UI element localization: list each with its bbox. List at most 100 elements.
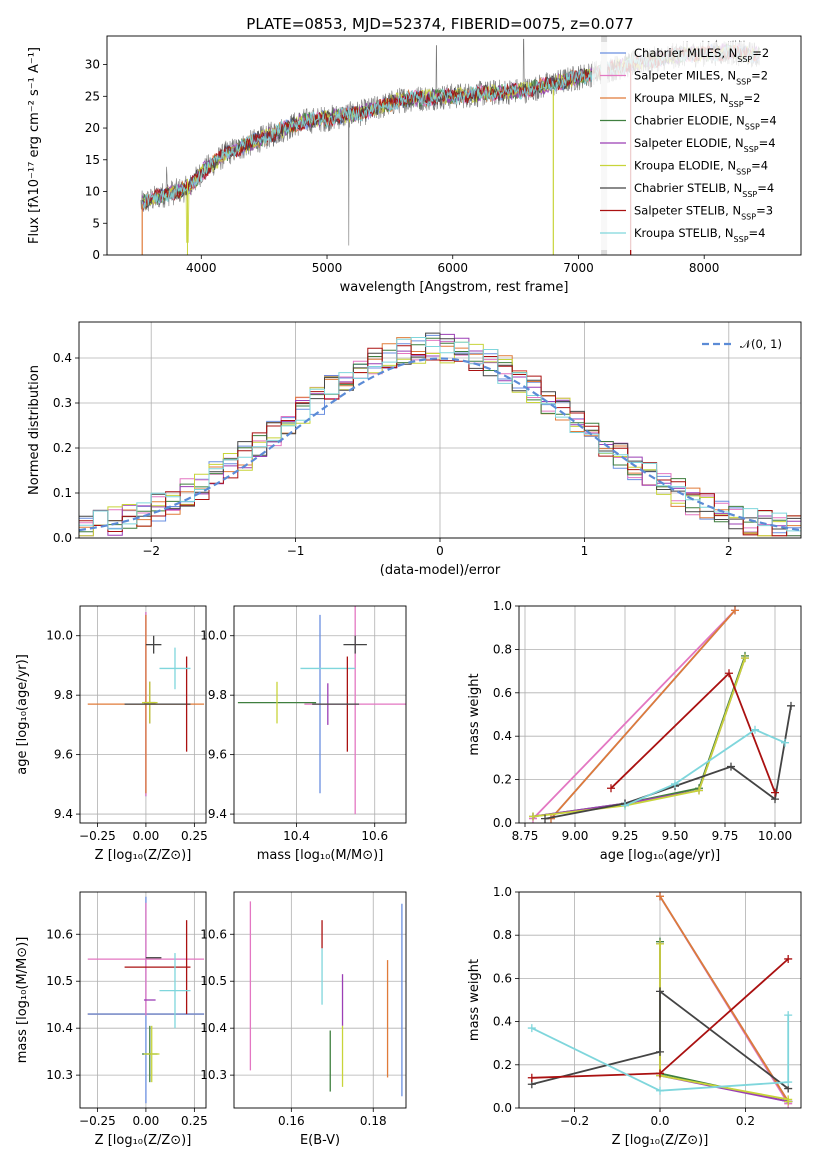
x-tick-label: −1 — [287, 544, 305, 558]
x-tick-label: 0.25 — [181, 1114, 208, 1128]
x-tick-label: 0.25 — [181, 829, 208, 843]
x-tick-label: 9.25 — [612, 829, 639, 843]
y-axis-label: age [log₁₀(age/yr)] — [15, 654, 30, 775]
weight-marker — [529, 812, 537, 821]
x-tick-label: 8.75 — [512, 829, 539, 843]
y-tick-label: 9.8 — [208, 688, 227, 702]
weight-vs-age-axes: 8.75 9.00 9.25 9.50 9.75 10.00 0.0 0.2 0.4 0.6 0.8… — [467, 599, 802, 863]
histogram-step — [79, 341, 801, 537]
axes-frame — [518, 891, 802, 1109]
x-tick-label: 0 — [436, 544, 444, 558]
legend: Chabrier MILES, NSSP=2 Salpeter MILES, NS… — [592, 42, 797, 250]
weight-marker — [784, 954, 793, 963]
nssp-value: =4 — [760, 114, 777, 128]
weight-line — [624, 728, 786, 807]
x-axis-label: mass [log₁₀(M/M⊙)] — [257, 848, 384, 863]
weight-marker — [787, 701, 795, 710]
legend-entry-4: Chabrier ELODIE, NSSP=4 — [634, 114, 777, 132]
weight-line — [659, 895, 789, 1102]
weight-marker — [771, 788, 779, 797]
subscript: SSP — [736, 77, 751, 86]
gaussian-curve — [79, 357, 801, 532]
y-tick-label: 25 — [85, 89, 100, 103]
weight-marker — [784, 1011, 793, 1020]
histogram-axes: −2 −1 0 1 2 0.0 0.1 0.2 0.3 0.4 (data-model)/error… — [27, 321, 802, 578]
y-tick-label: 10.4 — [200, 1021, 227, 1035]
x-tick-label: 0.00 — [133, 1114, 160, 1128]
y-tick-label: 0.1 — [53, 486, 72, 500]
y-axis-label: Flux [fλ10⁻¹⁷ erg cm⁻² s⁻¹ A⁻¹] — [27, 47, 42, 244]
weight-marker — [727, 762, 735, 771]
x-tick-label: −0.25 — [79, 829, 116, 843]
weight-marker — [527, 1024, 536, 1033]
axes-frame — [79, 891, 207, 1109]
y-tick-label: 9.6 — [54, 748, 73, 762]
weight-marker — [656, 1069, 664, 1078]
y-axis-label: mass weight — [467, 673, 482, 755]
axes-frame — [518, 605, 802, 824]
plot-area — [527, 892, 793, 1108]
legend-entry-gauss: 𝒩(0, 1) — [740, 337, 782, 351]
y-tick-label: 0.2 — [53, 441, 72, 455]
x-tick-label: 1 — [581, 544, 589, 558]
weight-marker — [527, 1073, 536, 1082]
subscript: SSP — [744, 145, 759, 154]
y-tick-label: 9.6 — [208, 748, 227, 762]
nssp-value: =4 — [757, 181, 774, 195]
y-tick-label: 20 — [85, 121, 100, 135]
x-tick-label: 10.6 — [361, 829, 388, 843]
weight-marker — [671, 779, 679, 788]
x-axis-label: E(B-V) — [300, 1133, 340, 1148]
y-tick-label: 0.3 — [53, 396, 72, 410]
x-axis-label: wavelength [Angstrom, rest frame] — [340, 280, 569, 295]
x-axis-label: Z [log₁₀(Z/Z⊙)] — [95, 1133, 192, 1148]
y-tick-label: 1.0 — [493, 599, 512, 613]
weight-marker — [741, 654, 749, 663]
nssp-value: =2 — [744, 91, 761, 105]
x-tick-label: −2 — [142, 544, 160, 558]
subscript: SSP — [737, 55, 752, 64]
x-tick-label: 6000 — [437, 261, 468, 275]
axes-frame — [79, 605, 207, 824]
y-tick-label: 10.5 — [46, 974, 73, 988]
y-tick-label: 0.0 — [493, 1101, 512, 1115]
plot-area — [249, 901, 403, 1097]
y-tick-label: 0.4 — [493, 1015, 512, 1029]
histogram-step — [79, 345, 801, 537]
plot-area — [87, 611, 205, 797]
y-tick-label: 9.8 — [54, 688, 73, 702]
x-tick-label: −0.25 — [79, 1114, 116, 1128]
x-axis-label: Z [log₁₀(Z/Z⊙)] — [612, 1133, 709, 1148]
weight-marker — [784, 1097, 793, 1106]
x-tick-label: 9.75 — [712, 829, 739, 843]
x-tick-label: 0.0 — [650, 1114, 669, 1128]
y-tick-label: 10.4 — [46, 1021, 73, 1035]
y-tick-label: 0.0 — [53, 531, 72, 545]
weight-marker — [784, 1078, 793, 1087]
weight-line — [532, 657, 746, 818]
weight-line — [531, 1015, 790, 1092]
x-tick-label: 0.18 — [360, 1114, 387, 1128]
y-axis-label: mass weight — [467, 959, 482, 1041]
legend-entry-1: Chabrier MILES, NSSP=2 — [634, 46, 769, 64]
histogram-step — [79, 333, 801, 537]
axes-frame — [106, 35, 802, 256]
mass-vs-z-axes: −0.25 0.00 0.25 10.3 10.4 10.5 10.6 Z [log₁₀(Z/… — [15, 891, 208, 1148]
y-tick-label: 10.3 — [46, 1068, 73, 1082]
weight-marker — [656, 987, 664, 996]
y-tick-label: 0.0 — [493, 816, 512, 830]
x-tick-label: 9.00 — [562, 829, 589, 843]
x-tick-label: 8000 — [689, 261, 720, 275]
subscript: SSP — [741, 212, 756, 221]
weight-line — [532, 657, 746, 818]
y-tick-label: 0 — [92, 248, 100, 262]
subscript: SSP — [734, 235, 749, 244]
x-tick-label: −0.2 — [560, 1114, 589, 1128]
y-tick-label: 0.4 — [493, 729, 512, 743]
weight-marker — [656, 1047, 664, 1056]
x-tick-label: 4000 — [186, 261, 217, 275]
age-vs-z-axes: −0.25 0.00 0.25 9.4 9.6 9.8 10.0 Z [log₁₀(Z/Z⊙)… — [15, 605, 208, 863]
x-tick-label: 2 — [725, 544, 733, 558]
y-tick-label: 0.2 — [493, 773, 512, 787]
